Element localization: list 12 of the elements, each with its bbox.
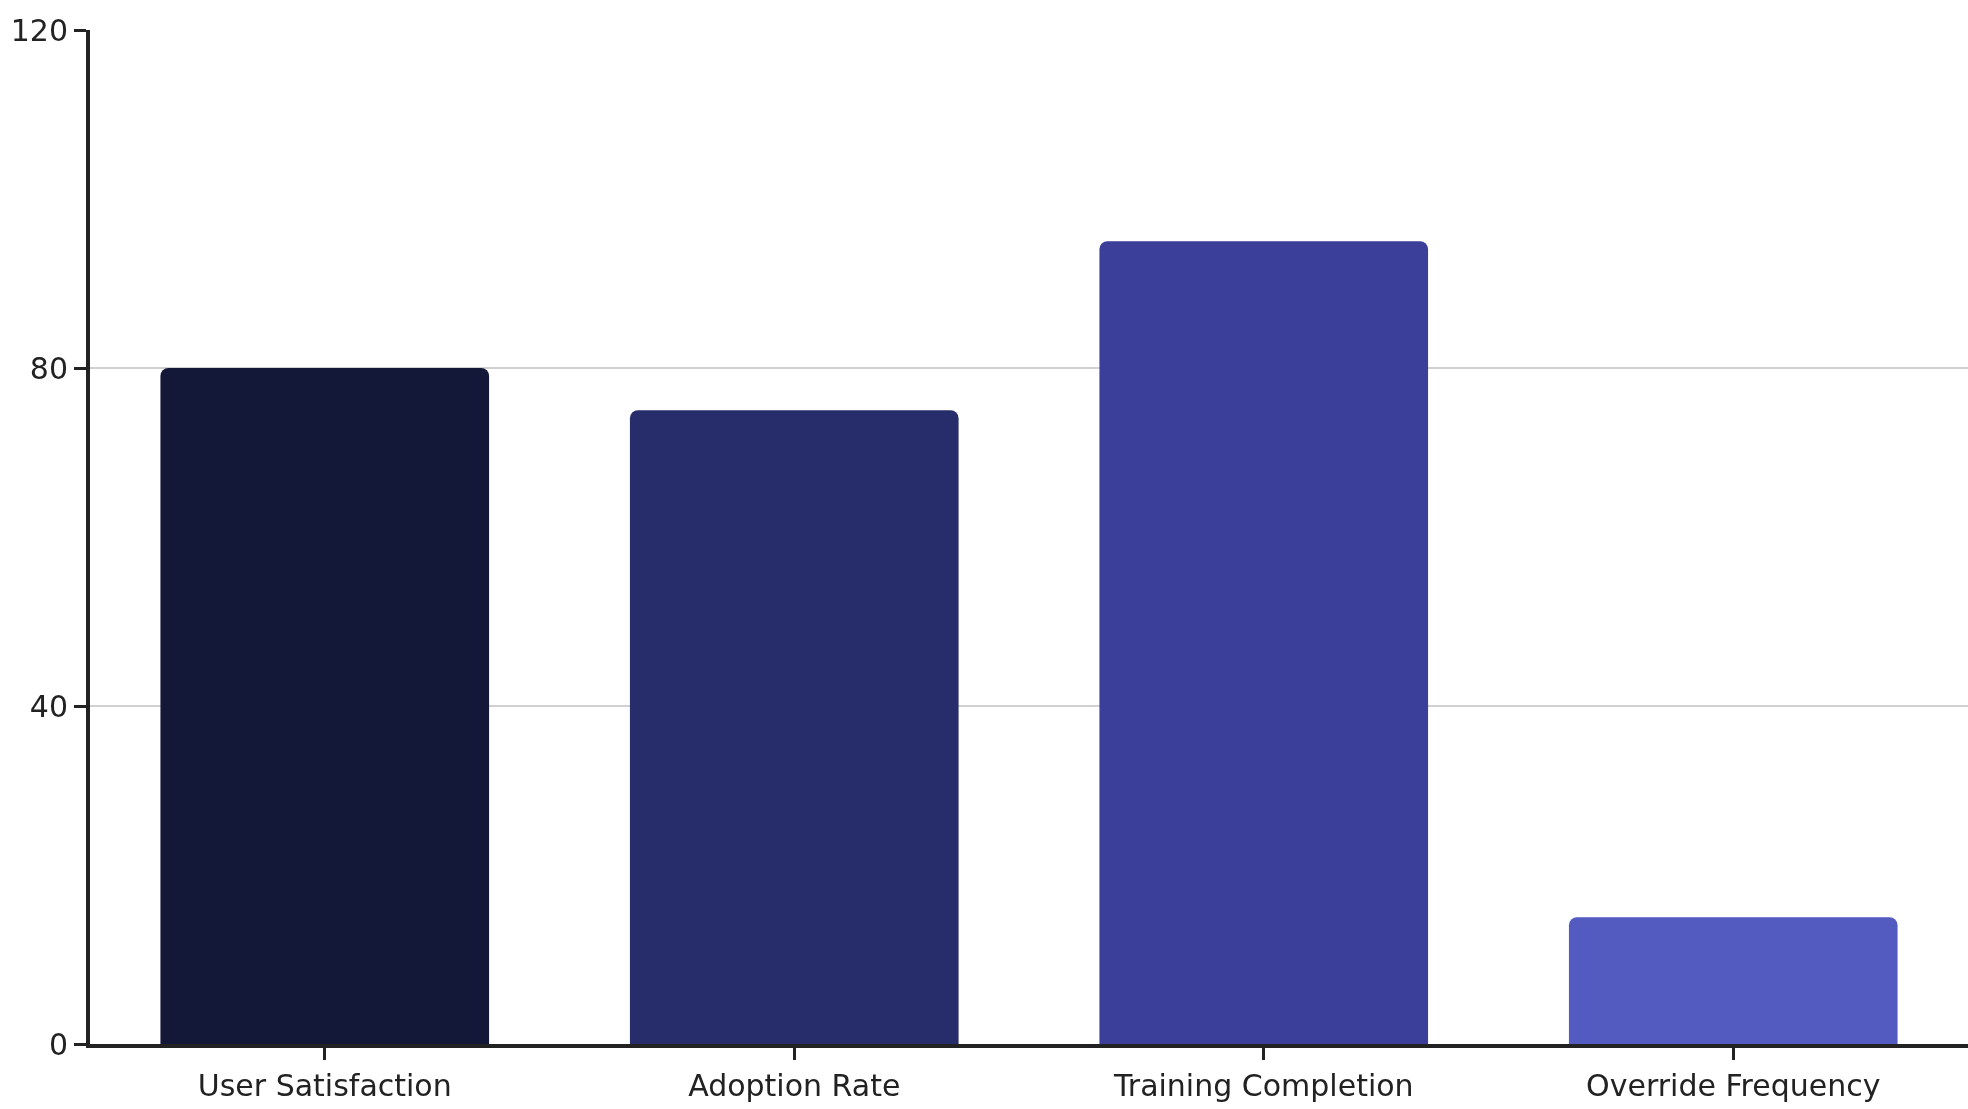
y-tick-label: 0 <box>48 1026 68 1062</box>
x-tick-label: Training Completion <box>1112 1068 1414 1103</box>
y-tick-label: 120 <box>10 12 68 48</box>
x-tick-label: Adoption Rate <box>688 1068 901 1103</box>
x-tick-label: User Satisfaction <box>197 1068 452 1103</box>
x-tick-label: Override Frequency <box>1586 1068 1881 1103</box>
bar <box>160 368 490 1044</box>
y-tick-label: 80 <box>29 350 68 386</box>
bar <box>629 410 959 1044</box>
bar <box>1568 917 1898 1044</box>
bar <box>1099 241 1429 1044</box>
y-tick-label: 40 <box>29 688 68 724</box>
